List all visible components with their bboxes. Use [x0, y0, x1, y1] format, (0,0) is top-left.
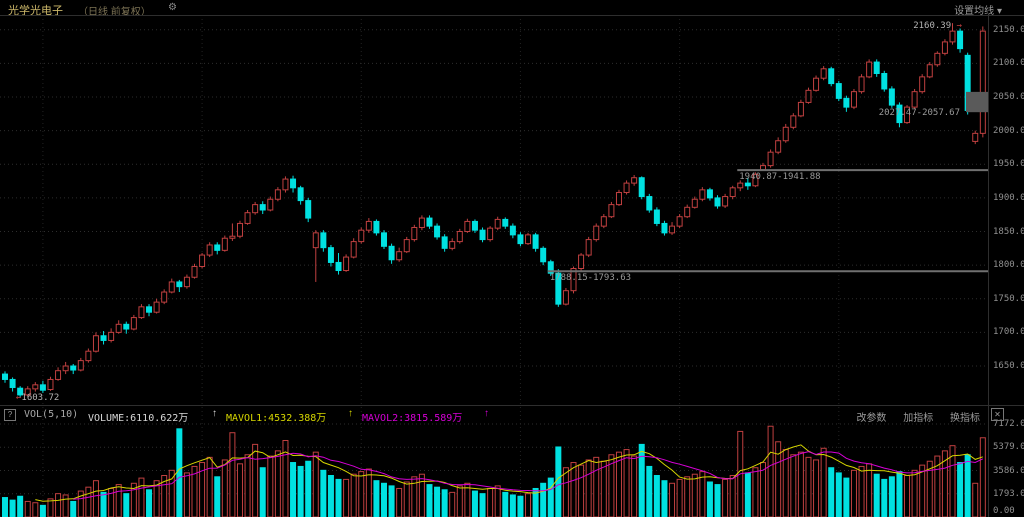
axis-tick-label: 1750.00: [993, 293, 1024, 304]
gap-label: 1940.87-1941.88: [739, 172, 821, 183]
axis-tick-label: 1900.00: [993, 192, 1024, 203]
axis-tick-label: 1700.00: [993, 327, 1024, 338]
left-arrow-icon: ←: [16, 393, 22, 403]
axis-tick-label: 2000.00: [993, 125, 1024, 136]
axis-divider: [988, 15, 989, 517]
right-arrow-icon: →: [956, 21, 962, 31]
axis-tick-label: 5379.00: [993, 442, 1024, 453]
axis-tick-label: 3586.00: [993, 465, 1024, 476]
axis-tick-label: 1650.00: [993, 361, 1024, 371]
volume-value: VOLUME:6110.622万: [88, 413, 189, 424]
highest-price-marker: 2160.39 →: [913, 21, 962, 31]
indicator-name[interactable]: VOL(5,10): [24, 409, 79, 420]
chart-header: 光学光电子 （日线 前复权） ⚙ 设置均线 ▾: [0, 0, 1024, 18]
chevron-down-icon: ▾: [996, 6, 1002, 17]
volume-up-arrow-icon: ↑: [212, 408, 217, 419]
set-ma-menu[interactable]: 设置均线 ▾: [954, 6, 1002, 17]
add-indicator-button[interactable]: 加指标: [903, 413, 934, 424]
change-params-button[interactable]: 改参数: [856, 413, 887, 424]
axis-tick-label: 1850.00: [993, 226, 1024, 237]
axis-tick-label: 1950.00: [993, 159, 1024, 170]
pane-divider: [0, 405, 1024, 406]
mavol2-up-arrow-icon: ↑: [484, 408, 489, 419]
mavol1-value: MAVOL1:4532.388万: [226, 413, 327, 424]
header-divider: [0, 15, 1024, 16]
instrument-title: 光学光电子: [8, 5, 63, 17]
gap-label: 1788.15-1793.63: [549, 273, 632, 284]
gear-icon[interactable]: ⚙: [168, 2, 177, 13]
lowest-price-marker: ←1603.72: [16, 393, 60, 403]
mavol2-value: MAVOL2:3815.589万: [362, 413, 463, 424]
chart-mode-subtitle: （日线 前复权）: [78, 7, 151, 18]
axis-tick-label: 2050.00: [993, 92, 1024, 103]
indicator-bar: ? VOL(5,10) VOLUME:6110.622万 ↑ MAVOL1:45…: [0, 406, 1024, 424]
axis-tick-label: 2100.00: [993, 58, 1024, 69]
axis-tick-label: 2150.00: [993, 24, 1024, 35]
axis-tick-label: 7172.00: [993, 419, 1024, 429]
axis-tick-label: 1800.00: [993, 260, 1024, 271]
axis-tick-label: 1793.00: [993, 488, 1024, 499]
axis-tick-label: 0.00: [993, 506, 1015, 516]
indicator-actions: 改参数 加指标 换指标: [842, 409, 980, 424]
help-icon[interactable]: ?: [4, 409, 16, 421]
gap-zone-label: 2027.47-2057.67: [878, 108, 960, 118]
close-icon[interactable]: ✕: [991, 408, 1004, 421]
switch-indicator-button[interactable]: 换指标: [950, 413, 980, 424]
mavol1-up-arrow-icon: ↑: [348, 408, 353, 419]
